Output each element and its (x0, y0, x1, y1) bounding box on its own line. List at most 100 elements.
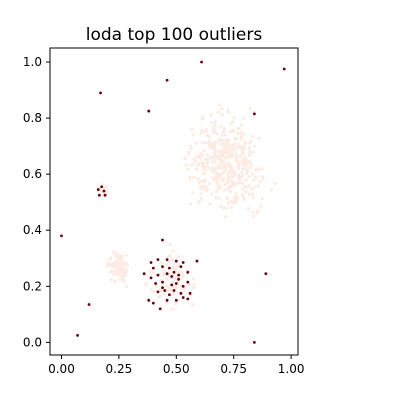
inlier-point (243, 160, 248, 164)
y-tick-label: 0.8 (23, 111, 42, 125)
inlier-point (249, 163, 253, 167)
inlier-point (228, 149, 232, 154)
inlier-point (222, 127, 227, 131)
outlier-point (172, 289, 176, 292)
inlier-point (240, 150, 244, 154)
inlier-point (168, 253, 172, 258)
inlier-point (219, 125, 223, 129)
inlier-point (240, 153, 244, 157)
inlier-point (237, 144, 241, 148)
inlier-point (222, 188, 226, 192)
inlier-point (164, 284, 168, 288)
inlier-point (215, 182, 220, 186)
outlier-point (186, 280, 190, 284)
inlier-point (117, 273, 121, 277)
inlier-point (181, 274, 185, 278)
outlier-point (168, 266, 171, 270)
outlier-point (195, 259, 199, 263)
outlier-point (165, 298, 169, 302)
inlier-point (215, 132, 219, 136)
inlier-point (118, 270, 123, 274)
inlier-point (168, 243, 172, 247)
inlier-point (208, 182, 212, 186)
inlier-point (234, 159, 238, 163)
inlier-point (215, 179, 219, 183)
outlier-point (161, 265, 164, 269)
inlier-point (192, 157, 196, 161)
inlier-point (199, 160, 204, 165)
inlier-point (190, 162, 194, 166)
inlier-point (251, 135, 255, 139)
inlier-point (200, 141, 205, 145)
inlier-point (254, 175, 258, 179)
outlier-point (177, 273, 180, 277)
inlier-point (213, 161, 218, 165)
inlier-point (213, 196, 218, 200)
inlier-point (211, 129, 215, 133)
outlier-point (188, 291, 192, 295)
inlier-point (188, 177, 192, 181)
inlier-point (205, 133, 209, 137)
inlier-point (244, 178, 248, 182)
outlier-point (174, 298, 178, 302)
inlier-point (219, 160, 223, 164)
inlier-point (207, 140, 212, 144)
inlier-point (204, 141, 208, 145)
inlier-point (249, 187, 254, 191)
outlier-point (147, 298, 151, 302)
inlier-point (211, 169, 215, 173)
inlier-point (226, 137, 230, 141)
inlier-point (244, 190, 248, 194)
outlier-point (174, 282, 178, 285)
inlier-point (106, 261, 110, 266)
inlier-point (195, 163, 200, 167)
inlier-point (223, 215, 228, 219)
inlier-point (222, 130, 226, 134)
inlier-point (190, 127, 194, 132)
inlier-point (201, 184, 205, 188)
inlier-point (191, 133, 195, 137)
outlier-point (252, 112, 256, 116)
inlier-point (206, 165, 210, 170)
inlier-point (233, 198, 237, 202)
inlier-point (193, 159, 197, 164)
inlier-point (111, 264, 115, 269)
inlier-point (205, 158, 210, 162)
inlier-point (214, 175, 218, 179)
inlier-point (218, 157, 223, 161)
inlier-point (239, 137, 243, 141)
inlier-point (243, 140, 247, 144)
inlier-point (187, 150, 191, 154)
outlier-point (156, 273, 160, 277)
outlier-points (60, 60, 286, 344)
outlier-point (170, 275, 174, 278)
inlier-point (260, 167, 264, 171)
inlier-point (236, 195, 240, 199)
outlier-point (99, 91, 102, 95)
outlier-point (149, 261, 153, 264)
outlier-point (186, 270, 190, 274)
inlier-point (199, 192, 203, 196)
inlier-point (171, 280, 175, 284)
inlier-point (171, 249, 175, 253)
inlier-point (256, 168, 260, 172)
inlier-point (212, 158, 216, 162)
inlier-point (224, 150, 229, 154)
inlier-point (219, 143, 223, 147)
inlier-point (173, 268, 177, 272)
inlier-point (269, 188, 274, 192)
inlier-point (247, 160, 251, 164)
inlier-point (211, 144, 215, 148)
inlier-point (221, 206, 226, 210)
inlier-point (226, 187, 230, 191)
inlier-point (222, 165, 226, 170)
inlier-point (233, 148, 237, 152)
inlier-point (159, 289, 163, 293)
inlier-point (160, 261, 164, 265)
inlier-point (218, 154, 222, 158)
inlier-point (221, 153, 225, 157)
inlier-point (165, 277, 169, 281)
inlier-point (234, 152, 238, 156)
inlier-point (244, 167, 248, 171)
inlier-point (242, 163, 246, 167)
